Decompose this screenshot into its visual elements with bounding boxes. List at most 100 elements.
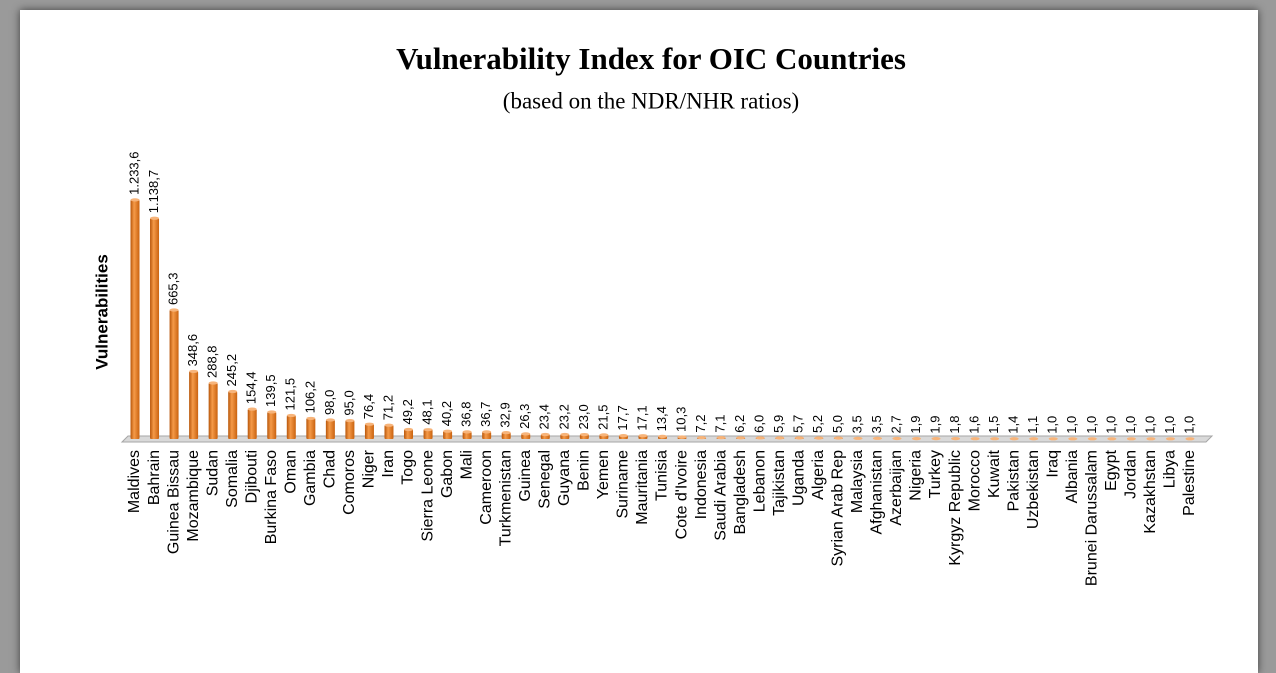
bar-top (150, 216, 160, 220)
x-tick-label: Chad (322, 450, 339, 488)
bar-top (247, 407, 257, 411)
x-tick-label: Somalia (224, 450, 241, 508)
bar (404, 429, 414, 439)
bar-top (345, 418, 355, 423)
x-tick-label: Uganda (790, 450, 807, 506)
bar (150, 218, 160, 439)
x-tick-label: Saudi Arabia (712, 450, 729, 541)
bar-top (951, 437, 961, 441)
bar-top (1029, 437, 1039, 441)
bar-top (325, 418, 335, 422)
value-label: 1,0 (1084, 416, 1099, 434)
bar (267, 411, 277, 439)
value-label: 1,0 (1045, 416, 1060, 434)
bar (462, 431, 472, 439)
value-label: 1,0 (1142, 416, 1157, 434)
bar-top (1146, 437, 1156, 441)
x-tick-label: Indonesia (693, 450, 710, 519)
bar-top (306, 416, 316, 421)
bar-top (970, 437, 980, 441)
bar-top (677, 435, 687, 439)
x-tick-label: Morocco (966, 450, 983, 511)
bar (169, 310, 179, 439)
bar-top (1185, 437, 1195, 441)
x-tick-label: Burkina Faso (263, 450, 280, 544)
x-tick-label: Uzbekistan (1025, 450, 1042, 529)
value-label: 3,5 (869, 415, 884, 433)
value-label: 1,9 (927, 416, 942, 434)
value-label: 17,7 (615, 405, 630, 430)
value-label: 5,7 (791, 415, 806, 433)
bar-top (560, 432, 570, 437)
bar-top (130, 198, 140, 202)
bar (306, 418, 316, 439)
bar-top (462, 430, 472, 434)
bar-top (599, 433, 609, 437)
x-tick-label: Yemen (595, 450, 612, 499)
value-label: 106,2 (302, 381, 317, 414)
x-tick-label: Mozambique (185, 450, 202, 542)
bar (482, 431, 492, 439)
value-label: 6,2 (732, 415, 747, 433)
bar-top (267, 410, 277, 414)
x-tick-label: Iraq (1044, 450, 1061, 478)
value-label: 23,4 (537, 404, 552, 429)
x-tick-label: Libya (1162, 450, 1179, 488)
bar-top (1048, 437, 1058, 441)
value-label: 1,0 (1123, 416, 1138, 434)
x-tick-label: Algeria (810, 450, 827, 500)
x-tick-label: Jordan (1123, 450, 1140, 499)
x-tick-label: Togo (400, 450, 417, 485)
x-tick-label: Guinea (517, 450, 534, 502)
bar-top (423, 428, 433, 432)
bar-top (755, 436, 765, 440)
bar-top (872, 436, 882, 440)
bar-top (501, 431, 511, 435)
value-label: 7,2 (693, 415, 708, 433)
y-axis-label: Vulnerabilities (92, 254, 111, 370)
value-label: 1,0 (1162, 416, 1177, 434)
value-label: 2,7 (888, 415, 903, 433)
x-tick-label: Kyrgyz Republic (947, 450, 964, 566)
value-label: 1,8 (947, 416, 962, 434)
x-tick-label: Senegal (536, 450, 553, 509)
floor (120, 435, 1214, 443)
bar-top (579, 432, 589, 437)
x-tick-label: Brunei Darussalam (1084, 450, 1101, 586)
value-label: 1,0 (1181, 416, 1196, 434)
x-tick-label: Kazakhstan (1142, 450, 1159, 534)
bar-top (618, 433, 628, 438)
bar-top (775, 436, 785, 440)
bar-top (892, 436, 902, 441)
x-tick-label: Bangladesh (732, 450, 749, 535)
bar-top (638, 434, 648, 438)
bar-top (1068, 437, 1078, 441)
x-tick-label: Oman (283, 450, 300, 494)
bar (228, 391, 238, 439)
value-label: 288,8 (205, 345, 220, 378)
value-label: 1,0 (1064, 416, 1079, 434)
chart-subtitle: (based on the NDR/NHR ratios) (503, 88, 799, 113)
x-tick-label: Turkmenistan (497, 450, 514, 546)
x-tick-label: Mali (458, 450, 475, 479)
x-tick-label: Kuwait (986, 449, 1003, 498)
bar (423, 429, 433, 439)
bar-top (482, 430, 492, 434)
x-tick-label: Tajikistan (771, 450, 788, 516)
value-label: 40,2 (439, 401, 454, 426)
value-label: 1,9 (908, 416, 923, 434)
x-tick-label: Gambia (302, 450, 319, 506)
value-label: 17,1 (634, 405, 649, 430)
x-tick-label: Afghanistan (869, 450, 886, 535)
bar-top (814, 436, 824, 440)
bar (501, 432, 511, 439)
x-tick-label: Guinea Bissau (165, 450, 182, 554)
x-tick-label: Benin (576, 450, 593, 491)
value-label: 23,2 (556, 404, 571, 429)
value-label: 7,1 (713, 415, 728, 433)
bar-top (716, 436, 726, 440)
x-tick-label: Egypt (1103, 449, 1120, 490)
x-tick-label: Nigeria (908, 450, 925, 501)
value-label: 3,5 (849, 415, 864, 433)
